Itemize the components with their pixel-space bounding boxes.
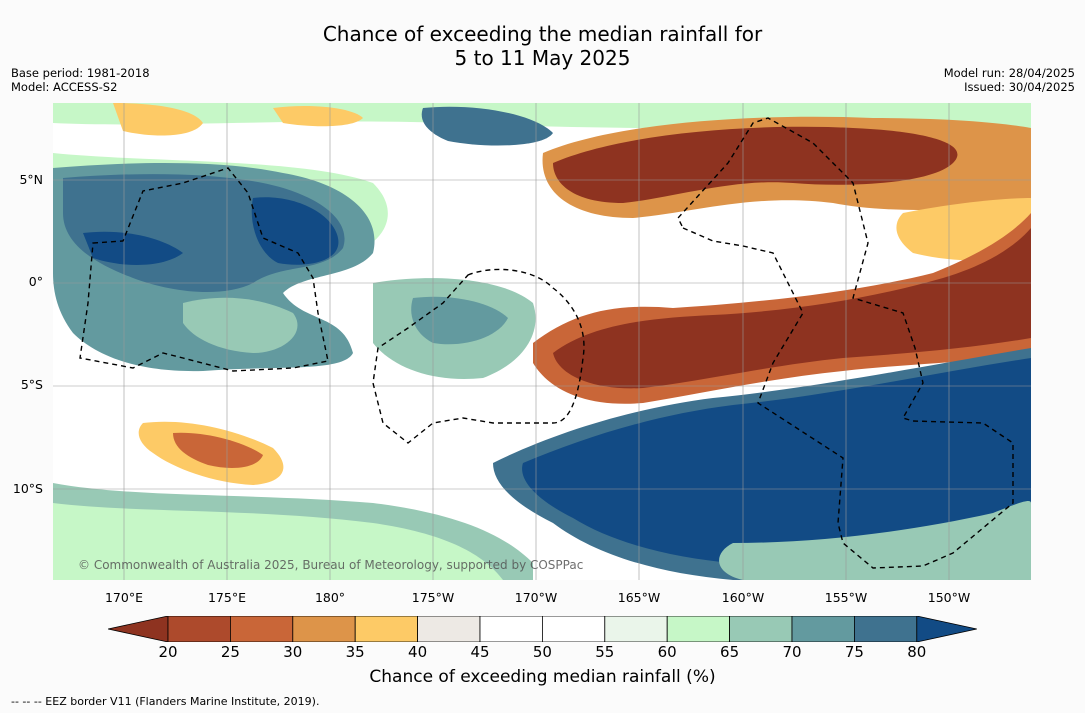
colorbar-cell xyxy=(854,616,918,642)
orange-region-south-west xyxy=(173,432,263,468)
lat-label-5s: 5°S xyxy=(20,377,43,392)
colorbar-tick-label: 20 xyxy=(158,643,178,661)
lon-label-155w: 155°W xyxy=(824,590,868,605)
rainfall-map xyxy=(53,103,1031,580)
lon-label-170w: 170°W xyxy=(514,590,558,605)
colorbar-tick-label: 60 xyxy=(657,643,677,661)
dark-blue-west-b xyxy=(83,231,183,265)
model-run: Model run: 28/04/2025 xyxy=(943,66,1075,80)
graticule xyxy=(53,103,1031,580)
meta-right: Model run: 28/04/2025 Issued: 30/04/2025 xyxy=(944,66,1075,94)
dark-blue-west-a xyxy=(251,197,339,265)
yellow-region-north-west xyxy=(113,103,203,136)
colorbar-tick-label: 45 xyxy=(470,643,490,661)
colorbar-cell xyxy=(417,616,481,642)
issued-date: Issued: 30/04/2025 xyxy=(964,80,1075,94)
colorbar-cell xyxy=(729,616,793,642)
dry-region-south xyxy=(553,228,1031,389)
colorbar-cell xyxy=(541,616,606,642)
colorbar-cell xyxy=(167,616,231,642)
lon-label-180: 180° xyxy=(314,590,346,605)
colorbar-tick-label: 75 xyxy=(844,643,864,661)
colorbar-cell xyxy=(666,616,731,642)
lat-label-5n: 5°N xyxy=(19,172,43,187)
lat-label-10s: 10°S xyxy=(12,481,43,496)
colorbar-tick-label: 40 xyxy=(408,643,428,661)
dry-region-north xyxy=(553,126,958,203)
colorbar-title: Chance of exceeding median rainfall (%) xyxy=(369,667,716,687)
colorbar-arrow-low xyxy=(108,616,169,642)
colorbar-arrow-high xyxy=(916,616,977,642)
map-title: Chance of exceeding the median rainfall … xyxy=(0,22,1085,70)
lon-label-170e: 170°E xyxy=(104,590,143,605)
colorbar-cell xyxy=(292,616,356,642)
dark-blue-region-south xyxy=(522,358,1031,563)
colorbar-cells xyxy=(108,616,977,642)
colorbar-tick-label: 70 xyxy=(782,643,802,661)
colorbar-tick-label: 25 xyxy=(220,643,240,661)
meta-left: Base period: 1981-2018 Model: ACCESS-S2 xyxy=(11,66,150,94)
colorbar-tick-label: 65 xyxy=(720,643,740,661)
colorbar-cell xyxy=(354,616,418,642)
colorbar-tick-label: 55 xyxy=(595,643,615,661)
lon-label-175w: 175°W xyxy=(411,590,455,605)
eez-border-west xyxy=(79,167,329,372)
base-period: Base period: 1981-2018 xyxy=(11,66,150,80)
colorbar-tick-label: 80 xyxy=(907,643,927,661)
lon-label-160w: 160°W xyxy=(721,590,765,605)
lon-label-175e: 175°E xyxy=(207,590,246,605)
green-teal-west-c xyxy=(183,297,298,353)
lon-label-150w: 150°W xyxy=(927,590,971,605)
yellow-region-north xyxy=(273,106,363,127)
colorbar-cell xyxy=(604,616,668,642)
colorbar-cell xyxy=(479,616,543,642)
colorbar-cell xyxy=(791,616,855,642)
eez-footnote: -- -- -- EEZ border V11 (Flanders Marine… xyxy=(11,695,320,708)
title-line-1: Chance of exceeding the median rainfall … xyxy=(322,22,763,46)
model-name: Model: ACCESS-S2 xyxy=(11,80,118,94)
title-line-2: 5 to 11 May 2025 xyxy=(454,46,631,70)
blue-region-north-central xyxy=(421,106,553,146)
lat-label-0: 0° xyxy=(28,274,43,289)
map-area xyxy=(53,103,1031,580)
lon-label-165w: 165°W xyxy=(617,590,661,605)
green-region-south-east xyxy=(719,501,1031,580)
copyright-notice: © Commonwealth of Australia 2025, Bureau… xyxy=(78,558,584,572)
eez-borders xyxy=(79,117,1014,569)
colorbar-tick-label: 30 xyxy=(283,643,303,661)
eez-border-east xyxy=(677,117,1014,569)
colorbar-cell xyxy=(230,616,294,642)
colorbar-tick-label: 50 xyxy=(532,643,552,661)
light-green-south-west xyxy=(53,503,503,580)
colorbar xyxy=(108,616,977,642)
colorbar-tick-label: 35 xyxy=(345,643,365,661)
